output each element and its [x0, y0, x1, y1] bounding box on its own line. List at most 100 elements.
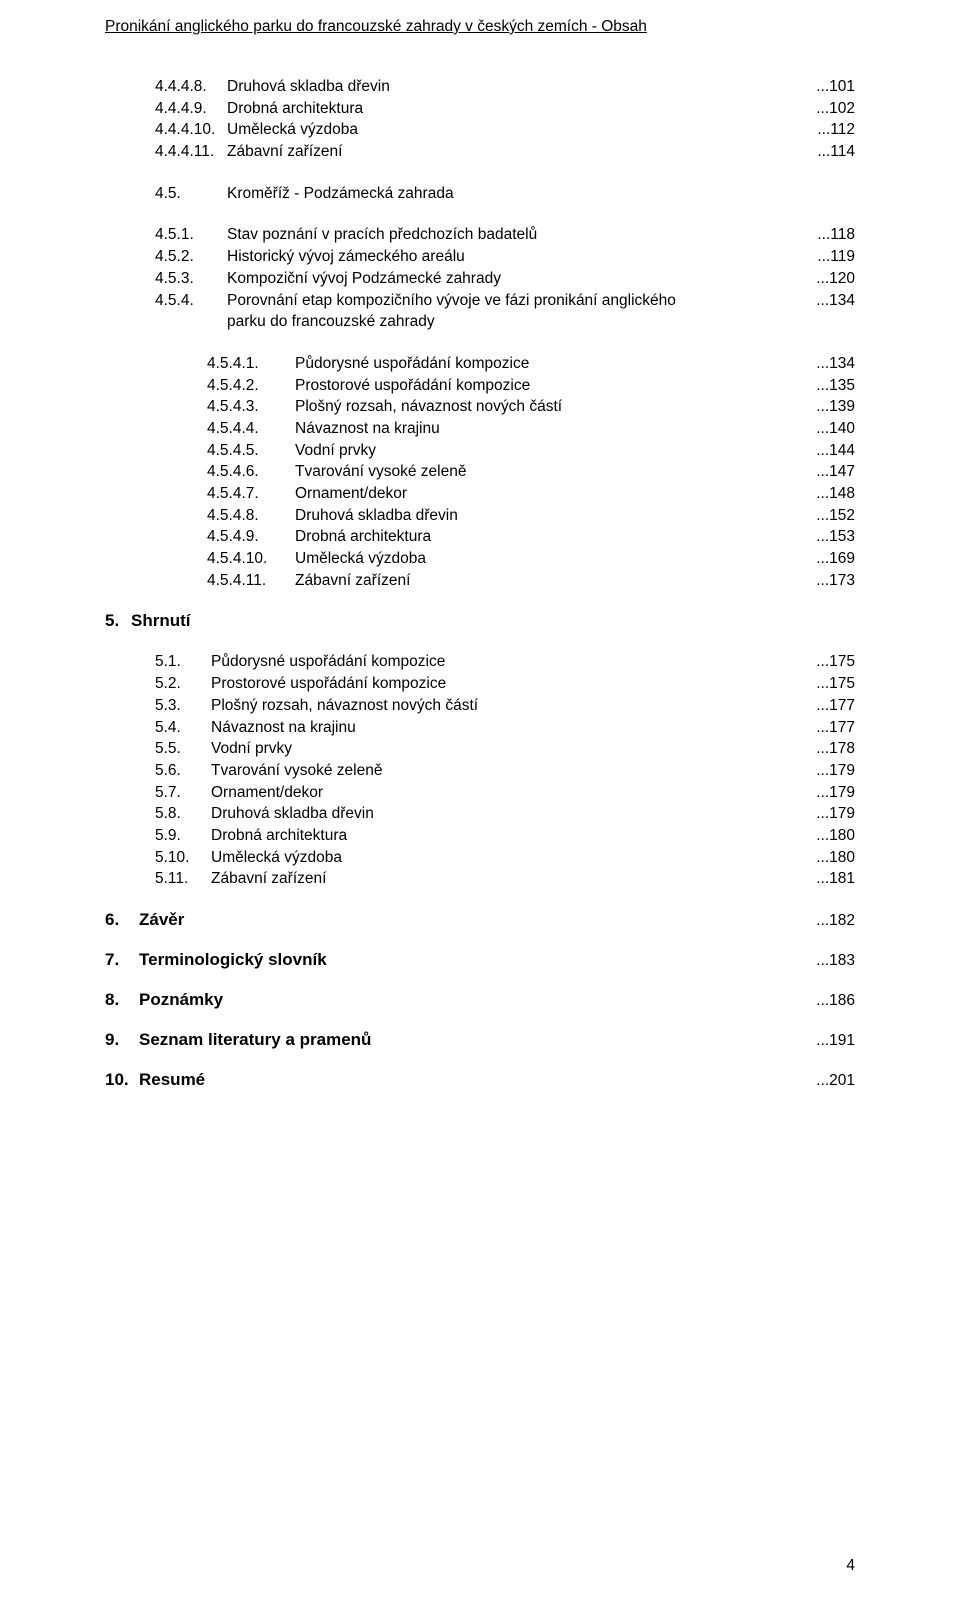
section-number: 7. [105, 950, 139, 970]
toc-row: 4.4.4.8.Druhová skladba dřevin...101 [105, 76, 855, 98]
section-label: Resumé [139, 1070, 205, 1090]
toc-label: Druhová skladba dřevin [295, 505, 806, 527]
toc-number: 5.11. [155, 868, 211, 890]
toc-label: Druhová skladba dřevin [211, 803, 806, 825]
toc-page: ...118 [807, 224, 855, 246]
toc-page: ...177 [806, 695, 855, 717]
toc-number: 4.5.4.6. [207, 461, 295, 483]
toc-page: ...101 [806, 76, 855, 98]
section-label: Terminologický slovník [139, 950, 327, 970]
toc-page: ...181 [806, 868, 855, 890]
toc-row: 4.5.4.1.Půdorysné uspořádání kompozice..… [105, 353, 855, 375]
toc-label: Drobná architektura [227, 98, 806, 120]
toc-page: ...135 [806, 375, 855, 397]
toc-row: 4.5.4.8.Druhová skladba dřevin...152 [105, 505, 855, 527]
toc-number: 4.4.4.11. [155, 141, 227, 163]
toc-row: 5.2.Prostorové uspořádání kompozice...17… [105, 673, 855, 695]
toc-page: ...119 [807, 246, 855, 268]
toc-row: 4.5.Kroměříž - Podzámecká zahrada [105, 183, 855, 205]
section-label: Závěr [139, 910, 184, 930]
toc-label: Kroměříž - Podzámecká zahrada [227, 183, 845, 205]
toc-page: ...191 [806, 1032, 855, 1050]
toc-page: ...134 [806, 290, 855, 312]
toc-row: 4.4.4.11.Zábavní zařízení...114 [105, 141, 855, 163]
page-number: 4 [846, 1557, 855, 1575]
toc-label: parku do francouzské zahrady [227, 311, 845, 333]
toc-page: ...179 [806, 803, 855, 825]
toc-label: Tvarování vysoké zeleně [211, 760, 806, 782]
toc-row: 4.4.4.9.Drobná architektura...102 [105, 98, 855, 120]
toc-number: 4.5.4.2. [207, 375, 295, 397]
toc-row: 4.5.3.Kompoziční vývoj Podzámecké zahrad… [105, 268, 855, 290]
toc-label: Umělecká výzdoba [227, 119, 807, 141]
toc-label: Ornament/dekor [295, 483, 806, 505]
toc-number: 4.4.4.9. [155, 98, 227, 120]
toc-number: 5.7. [155, 782, 211, 804]
toc-label: Ornament/dekor [211, 782, 806, 804]
toc-row: 4.5.4.11.Zábavní zařízení...173 [105, 570, 855, 592]
toc-number: 5.1. [155, 651, 211, 673]
toc-number: 5.6. [155, 760, 211, 782]
toc-label: Zábavní zařízení [295, 570, 806, 592]
toc-group: 4.5.Kroměříž - Podzámecká zahrada [105, 183, 855, 205]
toc-page: ...179 [806, 760, 855, 782]
toc-group: 5.1.Půdorysné uspořádání kompozice...175… [105, 651, 855, 890]
toc-row: 4.5.4.5.Vodní prvky...144 [105, 440, 855, 462]
toc-row: 5.8.Druhová skladba dřevin...179 [105, 803, 855, 825]
toc-row: 5.1.Půdorysné uspořádání kompozice...175 [105, 651, 855, 673]
toc-number: 4.5. [155, 183, 227, 205]
toc-label: Drobná architektura [211, 825, 806, 847]
toc-row: 4.5.4.3.Plošný rozsah, návaznost nových … [105, 396, 855, 418]
toc-row: parku do francouzské zahrady [105, 311, 855, 333]
toc-page: ...148 [806, 483, 855, 505]
toc-label: Půdorysné uspořádání kompozice [211, 651, 806, 673]
toc-row: 4.5.4.4.Návaznost na krajinu...140 [105, 418, 855, 440]
toc-group: 4.4.4.8.Druhová skladba dřevin...1014.4.… [105, 76, 855, 163]
toc-number: 5.9. [155, 825, 211, 847]
toc-page: ...173 [806, 570, 855, 592]
toc-row: 4.4.4.10.Umělecká výzdoba...112 [105, 119, 855, 141]
toc-row: 5.4.Návaznost na krajinu...177 [105, 717, 855, 739]
toc-page: ...120 [806, 268, 855, 290]
toc-label: Půdorysné uspořádání kompozice [295, 353, 806, 375]
toc-label: Prostorové uspořádání kompozice [295, 375, 806, 397]
toc-number: 4.5.4.10. [207, 548, 295, 570]
toc-number: 5.3. [155, 695, 211, 717]
toc-label: Umělecká výzdoba [295, 548, 806, 570]
toc-number: 4.5.4. [155, 290, 227, 312]
toc-group: 4.5.4.1.Půdorysné uspořádání kompozice..… [105, 353, 855, 592]
toc-number: 4.5.1. [155, 224, 227, 246]
toc-number: 4.5.4.8. [207, 505, 295, 527]
toc-row: 4.5.1.Stav poznání v pracích předchozích… [105, 224, 855, 246]
toc-page: ...201 [806, 1072, 855, 1090]
section-label: Shrnutí [131, 611, 855, 631]
toc-row: 5.11.Zábavní zařízení...181 [105, 868, 855, 890]
section-title: 10.Resumé...201 [105, 1070, 855, 1090]
toc-number: 4.5.2. [155, 246, 227, 268]
toc-page: ...112 [807, 119, 855, 141]
toc-number: 4.5.3. [155, 268, 227, 290]
section-title: 7.Terminologický slovník...183 [105, 950, 855, 970]
toc-number: 4.5.4.7. [207, 483, 295, 505]
toc-row: 4.5.4.2.Prostorové uspořádání kompozice.… [105, 375, 855, 397]
toc-page: ...175 [806, 673, 855, 695]
section-label: Poznámky [139, 990, 223, 1010]
toc-label: Umělecká výzdoba [211, 847, 806, 869]
toc-number: 5.5. [155, 738, 211, 760]
toc-number: 4.4.4.8. [155, 76, 227, 98]
section-number: 6. [105, 910, 139, 930]
toc-page: ...178 [806, 738, 855, 760]
toc-page: ...134 [806, 353, 855, 375]
section-title: 6.Závěr ...182 [105, 910, 855, 930]
toc-label: Kompoziční vývoj Podzámecké zahrady [227, 268, 806, 290]
toc-number: 4.5.4.5. [207, 440, 295, 462]
toc-number: 5.8. [155, 803, 211, 825]
toc-page: ...140 [806, 418, 855, 440]
toc-label: Porovnání etap kompozičního vývoje ve fá… [227, 290, 806, 312]
toc-page: ...182 [806, 912, 855, 930]
toc-row: 5.6.Tvarování vysoké zeleně...179 [105, 760, 855, 782]
toc-row: 5.5.Vodní prvky...178 [105, 738, 855, 760]
toc-label: Stav poznání v pracích předchozích badat… [227, 224, 807, 246]
document-page: Pronikání anglického parku do francouzsk… [0, 0, 960, 1605]
toc-label: Zábavní zařízení [227, 141, 807, 163]
